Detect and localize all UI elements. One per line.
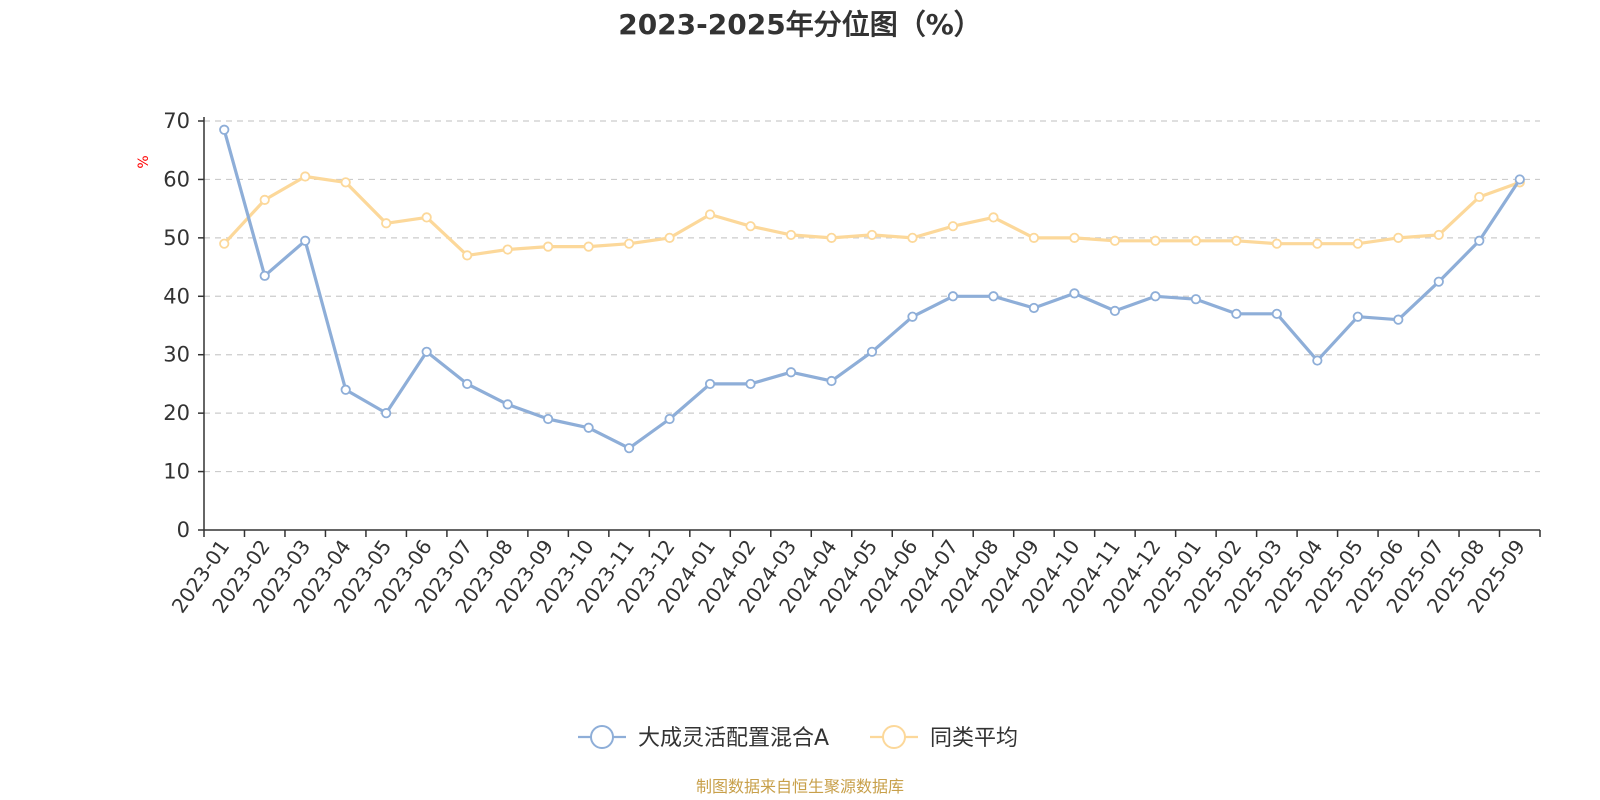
data-point-1-2023-02: [259, 194, 270, 205]
y-tick-label-40: 40: [163, 284, 190, 308]
data-point-1-2024-09: [1028, 232, 1040, 243]
data-point-1-2025-06: [1393, 232, 1404, 243]
data-point-1-2023-11: [623, 238, 635, 249]
data-point-0-2023-05: [381, 408, 392, 419]
data-point-0-2023-07: [462, 378, 473, 390]
data-point-1-2024-07: [947, 221, 959, 232]
data-point-0-2025-02: [1231, 308, 1242, 319]
data-point-1-2024-11: [1109, 235, 1121, 246]
data-point-0-2023-06: [421, 346, 432, 357]
data-point-1-2023-07: [462, 250, 473, 261]
x-axis-ticks: 2023-012023-022023-032023-042023-052023-…: [167, 530, 1541, 617]
series-line-0: [222, 129, 1522, 450]
data-point-0-2024-07: [947, 291, 959, 302]
y-tick-label-50: 50: [163, 226, 190, 250]
data-point-0-2024-09: [1028, 302, 1040, 314]
data-point-1-2025-02: [1231, 235, 1242, 246]
data-point-1-2024-02: [745, 221, 756, 232]
data-point-0-2024-01: [704, 378, 716, 390]
data-point-0-2024-04: [826, 375, 837, 387]
data-point-1-2023-08: [502, 244, 513, 255]
data-point-0-2024-02: [745, 378, 756, 390]
data-point-0-2025-08: [1474, 235, 1485, 246]
data-point-0-2023-11: [623, 443, 635, 454]
data-point-0-2023-09: [543, 413, 554, 425]
data-point-1-2023-12: [664, 232, 675, 243]
legend[interactable]: 大成灵活配置混合A 同类平均: [578, 725, 1018, 751]
data-point-1-2023-09: [543, 241, 554, 252]
data-point-1-2023-04: [340, 177, 351, 188]
data-point-0-2025-05: [1352, 311, 1363, 322]
y-tick-label-10: 10: [163, 460, 190, 484]
y-tick-label-20: 20: [163, 401, 190, 425]
legend-item-0[interactable]: 大成灵活配置混合A: [578, 725, 829, 751]
data-point-1-2023-06: [421, 212, 432, 223]
data-point-1-2025-01: [1190, 235, 1201, 246]
data-point-1-2024-08: [988, 212, 999, 223]
legend-label: 大成灵活配置混合A: [638, 726, 829, 751]
data-point-1-2024-10: [1069, 232, 1080, 243]
data-point-1-2024-03: [785, 229, 797, 241]
data-point-0-2023-01: [219, 124, 230, 135]
data-point-1-2024-04: [826, 232, 837, 243]
y-tick-label-70: 70: [163, 109, 190, 133]
data-point-1-2025-08: [1474, 191, 1485, 203]
data-point-1-2024-01: [704, 209, 716, 220]
data-point-1-2023-03: [300, 171, 311, 182]
y-tick-label-30: 30: [163, 343, 190, 367]
data-point-1-2024-05: [866, 229, 878, 241]
data-point-0-2023-04: [340, 384, 351, 395]
data-point-1-2025-05: [1352, 238, 1363, 249]
data-point-1-2023-05: [381, 218, 392, 229]
data-point-0-2023-10: [583, 422, 594, 433]
legend-swatch-circle: [882, 725, 906, 749]
data-point-0-2024-03: [785, 367, 797, 378]
legend-item-1[interactable]: 同类平均: [870, 725, 1018, 751]
data-point-0-2023-12: [664, 413, 675, 425]
data-point-0-2025-07: [1433, 276, 1444, 287]
axes: [203, 117, 1540, 531]
data-point-1-2024-06: [907, 232, 918, 243]
data-point-1-2024-12: [1150, 235, 1161, 246]
data-point-0-2023-08: [502, 399, 513, 410]
data-point-1-2025-04: [1312, 238, 1323, 249]
y-axis-unit: %: [136, 155, 152, 168]
legend-label: 同类平均: [930, 726, 1018, 751]
data-point-0-2025-03: [1271, 308, 1282, 319]
data-point-0-2024-08: [988, 291, 999, 302]
data-point-0-2024-05: [866, 346, 878, 357]
data-point-0-2023-03: [300, 235, 311, 246]
data-point-1-2023-01: [219, 238, 230, 249]
y-tick-label-0: 0: [177, 518, 190, 542]
y-tick-label-60: 60: [163, 167, 190, 191]
data-point-0-2024-06: [907, 311, 918, 322]
data-source-note: 制图数据来自恒生聚源数据库: [696, 777, 904, 796]
data-point-1-2025-03: [1271, 238, 1282, 249]
legend-swatch-circle: [590, 725, 614, 749]
data-point-1-2023-10: [583, 241, 594, 252]
series-layer: [219, 124, 1525, 454]
data-point-0-2023-02: [259, 270, 270, 281]
data-point-0-2025-06: [1393, 314, 1404, 325]
y-axis-ticks: 0 10 20 30 40 50 60 70: [163, 109, 204, 542]
data-point-0-2024-12: [1150, 291, 1161, 302]
data-point-0-2025-09: [1514, 174, 1525, 185]
data-point-0-2024-10: [1069, 288, 1080, 299]
data-point-0-2025-01: [1190, 294, 1201, 305]
gridlines: [204, 120, 1540, 473]
series-line-1: [223, 174, 1521, 257]
data-point-0-2025-04: [1312, 355, 1323, 366]
data-point-1-2025-07: [1433, 229, 1444, 241]
chart-title: 2023-2025年分位图（%）: [618, 8, 982, 41]
data-point-0-2024-11: [1109, 305, 1121, 316]
